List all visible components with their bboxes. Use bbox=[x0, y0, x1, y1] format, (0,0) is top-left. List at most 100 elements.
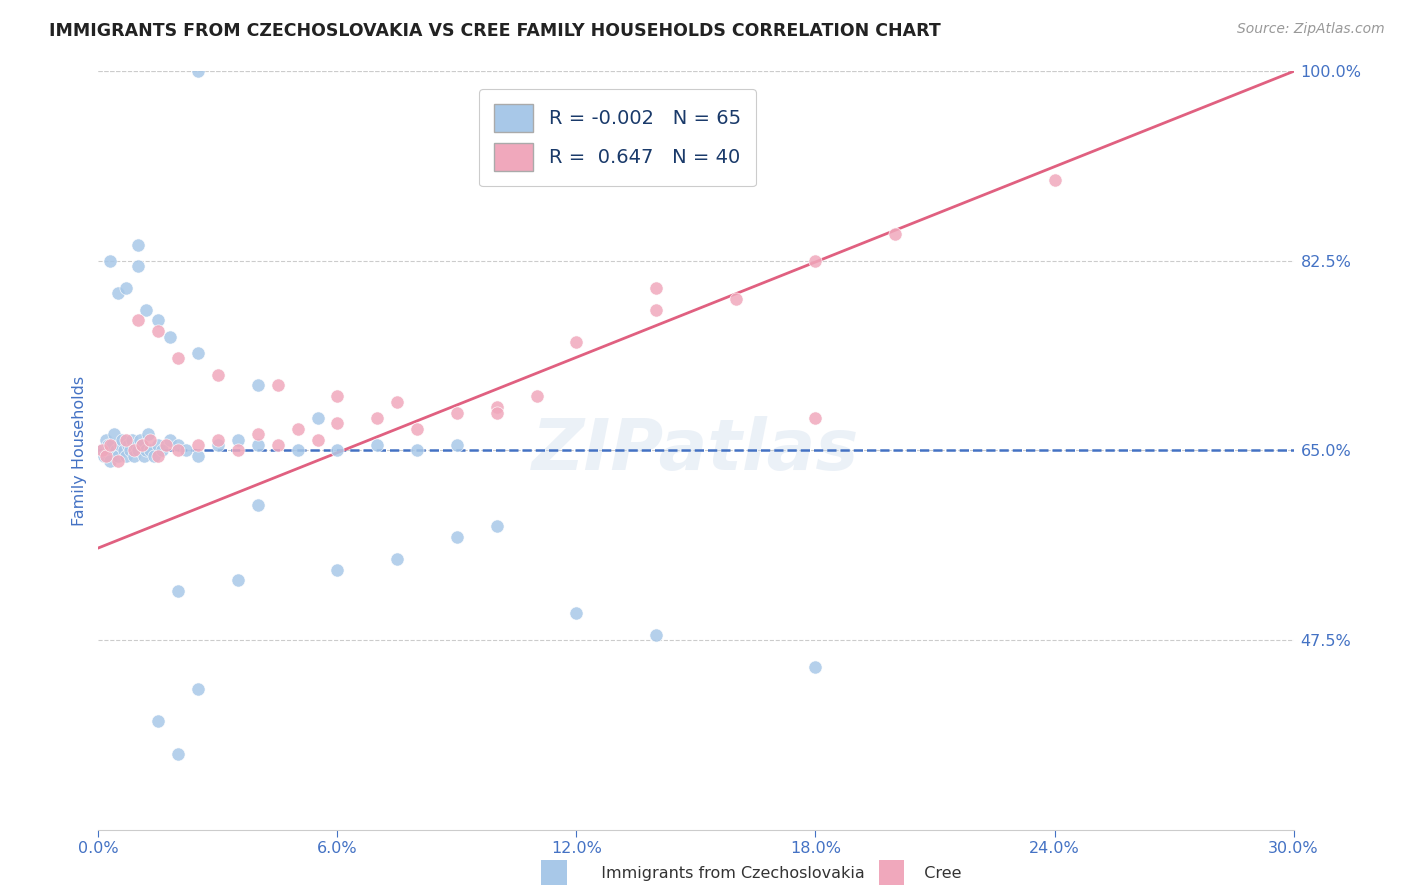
Point bbox=[103, 427, 125, 442]
Text: IMMIGRANTS FROM CZECHOSLOVAKIA VS CREE FAMILY HOUSEHOLDS CORRELATION CHART: IMMIGRANTS FROM CZECHOSLOVAKIA VS CREE F… bbox=[49, 22, 941, 40]
Point bbox=[129, 433, 152, 447]
Point bbox=[226, 443, 249, 458]
Point bbox=[446, 438, 468, 452]
Point bbox=[326, 389, 349, 403]
Point bbox=[226, 433, 249, 447]
Point bbox=[246, 427, 269, 442]
Point bbox=[150, 443, 173, 458]
Point bbox=[127, 313, 149, 327]
Point bbox=[135, 443, 157, 458]
Point bbox=[167, 747, 190, 761]
Point bbox=[167, 443, 190, 458]
Point bbox=[107, 286, 129, 301]
Text: Source: ZipAtlas.com: Source: ZipAtlas.com bbox=[1237, 22, 1385, 37]
Point bbox=[143, 449, 166, 463]
Point bbox=[148, 324, 170, 338]
Point bbox=[120, 443, 142, 458]
Point bbox=[135, 302, 157, 317]
Point bbox=[267, 378, 290, 392]
Point bbox=[127, 443, 149, 458]
Point bbox=[446, 406, 468, 420]
Point bbox=[174, 443, 197, 458]
Point bbox=[207, 438, 229, 452]
Point bbox=[93, 449, 115, 463]
Point bbox=[91, 443, 114, 458]
Point bbox=[159, 433, 181, 447]
Point bbox=[155, 438, 177, 452]
Point bbox=[148, 438, 170, 452]
Point bbox=[246, 378, 269, 392]
Point bbox=[446, 530, 468, 544]
Legend: R = -0.002   N = 65, R =  0.647   N = 40: R = -0.002 N = 65, R = 0.647 N = 40 bbox=[478, 88, 756, 186]
Point bbox=[326, 417, 349, 431]
Point bbox=[121, 433, 143, 447]
Point bbox=[366, 438, 388, 452]
Point bbox=[307, 411, 329, 425]
Point bbox=[287, 443, 309, 458]
Point bbox=[159, 330, 181, 344]
Point bbox=[167, 584, 190, 599]
Point bbox=[326, 563, 349, 577]
Point bbox=[187, 681, 209, 696]
Point bbox=[226, 574, 249, 588]
Point bbox=[485, 406, 508, 420]
Point bbox=[125, 438, 148, 452]
Point bbox=[139, 433, 162, 447]
Point bbox=[326, 443, 349, 458]
Point bbox=[565, 606, 588, 620]
Point bbox=[124, 449, 146, 463]
Point bbox=[115, 449, 138, 463]
Point bbox=[124, 443, 146, 458]
Point bbox=[287, 422, 309, 436]
Y-axis label: Family Households: Family Households bbox=[72, 376, 87, 525]
Point bbox=[127, 237, 149, 252]
Point bbox=[187, 438, 209, 452]
Point bbox=[207, 433, 229, 447]
Point bbox=[127, 260, 149, 274]
Point bbox=[97, 438, 120, 452]
Point bbox=[101, 438, 124, 452]
Point bbox=[366, 411, 388, 425]
Point bbox=[91, 443, 114, 458]
Point bbox=[148, 449, 170, 463]
Point bbox=[131, 438, 153, 452]
Point bbox=[187, 346, 209, 360]
Point bbox=[115, 433, 138, 447]
Point bbox=[267, 438, 290, 452]
Point bbox=[117, 438, 139, 452]
Point bbox=[98, 454, 122, 468]
Point bbox=[167, 438, 190, 452]
Point bbox=[111, 433, 134, 447]
Point bbox=[385, 394, 409, 409]
Point bbox=[96, 449, 118, 463]
Point bbox=[98, 438, 122, 452]
Point bbox=[526, 389, 548, 403]
Point bbox=[645, 281, 668, 295]
Point bbox=[115, 281, 138, 295]
Text: Immigrants from Czechoslovakia: Immigrants from Czechoslovakia bbox=[591, 866, 865, 881]
Point bbox=[98, 254, 122, 268]
Point bbox=[804, 660, 827, 674]
Point bbox=[804, 411, 827, 425]
Point bbox=[134, 449, 156, 463]
Point bbox=[131, 438, 153, 452]
Point bbox=[96, 433, 118, 447]
Point bbox=[724, 292, 747, 306]
Point bbox=[385, 551, 409, 566]
Point bbox=[645, 302, 668, 317]
Point bbox=[105, 443, 128, 458]
Text: ZIPatlas: ZIPatlas bbox=[533, 416, 859, 485]
Point bbox=[107, 454, 129, 468]
Point bbox=[187, 449, 209, 463]
Point bbox=[406, 422, 429, 436]
Point bbox=[187, 64, 209, 78]
Point bbox=[148, 313, 170, 327]
Point bbox=[139, 443, 162, 458]
Point bbox=[167, 351, 190, 366]
Point bbox=[485, 519, 508, 533]
Point bbox=[246, 498, 269, 512]
Point bbox=[136, 427, 159, 442]
Point bbox=[246, 438, 269, 452]
Point bbox=[565, 335, 588, 350]
Point bbox=[112, 443, 135, 458]
